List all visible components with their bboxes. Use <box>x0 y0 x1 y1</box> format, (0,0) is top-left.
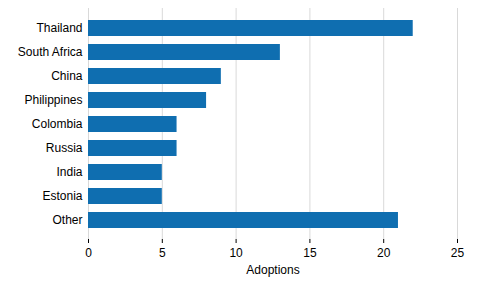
svg-text:5: 5 <box>159 246 166 260</box>
svg-text:10: 10 <box>229 246 243 260</box>
svg-text:South Africa: South Africa <box>18 45 83 59</box>
svg-text:Philippines: Philippines <box>24 93 82 107</box>
svg-text:Adoptions: Adoptions <box>246 263 299 277</box>
svg-text:25: 25 <box>451 246 465 260</box>
svg-text:Estonia: Estonia <box>42 189 82 203</box>
svg-text:20: 20 <box>377 246 391 260</box>
svg-text:China: China <box>51 69 83 83</box>
svg-text:Other: Other <box>52 213 82 227</box>
svg-text:Colombia: Colombia <box>32 117 83 131</box>
svg-text:India: India <box>56 165 82 179</box>
svg-text:Thailand: Thailand <box>36 21 82 35</box>
svg-text:15: 15 <box>303 246 317 260</box>
svg-text:Russia: Russia <box>46 141 83 155</box>
svg-text:0: 0 <box>85 246 92 260</box>
